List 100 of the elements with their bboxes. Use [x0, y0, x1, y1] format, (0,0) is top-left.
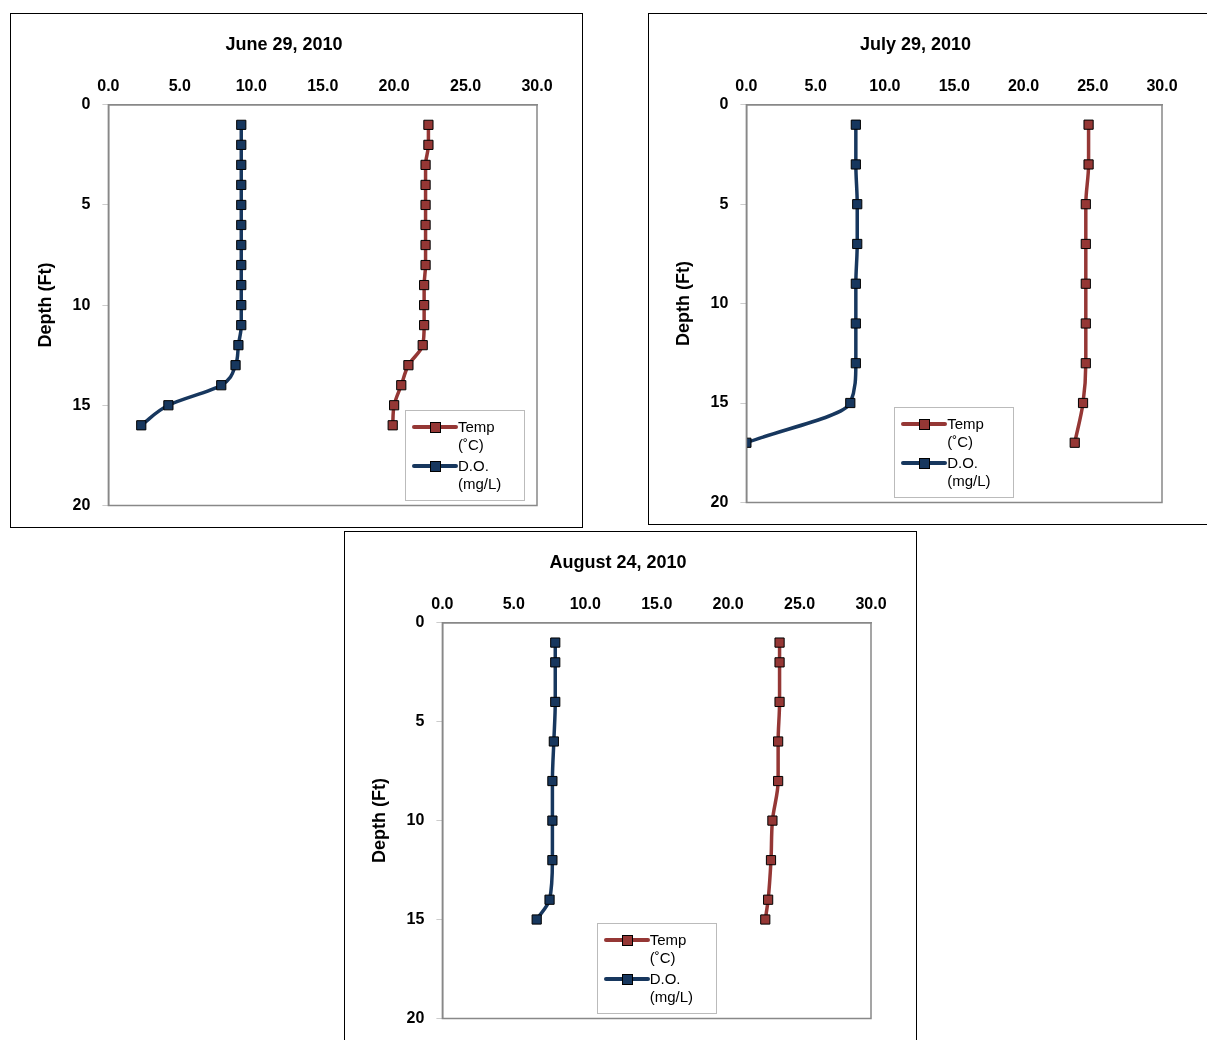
x-tick-label: 20.0 — [378, 76, 410, 94]
x-tick-label: 10.0 — [569, 594, 601, 612]
point — [423, 119, 434, 130]
point — [419, 300, 430, 311]
y-tick-label: 20 — [710, 492, 729, 510]
point — [417, 340, 428, 351]
point — [774, 657, 785, 668]
point — [387, 420, 398, 431]
point — [403, 360, 414, 371]
x-tick-label: 5.0 — [502, 594, 526, 612]
legend-label: D.O. (mg/L) — [458, 457, 503, 494]
point — [550, 696, 561, 708]
y-tick-label: 0 — [81, 95, 91, 113]
y-tick-label: 10 — [710, 294, 729, 312]
y-axis-title: Depth (Ft) — [368, 778, 389, 864]
x-tick-label: 30.0 — [1146, 76, 1178, 94]
point — [547, 815, 558, 826]
point — [236, 179, 247, 191]
legend-label: D.O. (mg/L) — [947, 454, 992, 491]
point — [852, 238, 863, 250]
x-tick-label: 5.0 — [168, 76, 192, 94]
legend-label: D.O. (mg/L) — [649, 970, 695, 1007]
x-tick-label: 0.0 — [431, 594, 454, 612]
point — [236, 279, 247, 291]
x-tick-label: 5.0 — [804, 76, 827, 94]
point — [774, 637, 785, 648]
point — [774, 696, 785, 708]
x-tick-label: 30.0 — [521, 76, 553, 94]
x-tick-label: 10.0 — [869, 76, 901, 94]
point — [845, 397, 856, 409]
point — [773, 775, 784, 787]
x-tick-label: 15.0 — [307, 76, 339, 94]
y-tick-label: 15 — [710, 393, 729, 411]
point — [773, 736, 784, 747]
point — [547, 855, 558, 866]
point — [163, 400, 174, 411]
y-tick-label: 0 — [415, 613, 425, 631]
y-axis-title: Depth (Ft) — [672, 261, 693, 347]
y-tick-label: 5 — [719, 194, 729, 212]
legend-label: Temp (˚C) — [649, 931, 688, 968]
point — [850, 318, 861, 329]
point — [420, 179, 431, 191]
legend-label: Temp (˚C) — [458, 418, 496, 455]
x-tick-label: 15.0 — [641, 594, 673, 612]
y-tick-label: 0 — [719, 95, 729, 113]
point — [216, 380, 227, 391]
point — [423, 139, 434, 150]
x-tick-label: 15.0 — [938, 76, 970, 94]
point — [544, 894, 555, 905]
point — [230, 360, 241, 371]
x-tick-label: 0.0 — [735, 76, 758, 94]
point — [850, 159, 861, 170]
point — [548, 736, 559, 747]
point — [236, 139, 247, 150]
y-tick-label: 20 — [406, 1008, 425, 1026]
point — [236, 300, 247, 311]
y-tick-label: 20 — [72, 495, 91, 513]
point — [550, 637, 561, 648]
point — [1083, 159, 1094, 170]
point — [420, 219, 431, 231]
point — [236, 320, 247, 331]
point — [850, 358, 861, 369]
point — [1080, 318, 1091, 329]
point — [233, 340, 244, 351]
chart-title: August 24, 2010 — [549, 551, 687, 572]
chart-title: July 29, 2010 — [859, 33, 972, 54]
y-tick-label: 10 — [72, 295, 91, 313]
point — [420, 159, 431, 170]
x-tick-label: 20.0 — [1007, 76, 1040, 94]
point — [531, 914, 542, 925]
x-tick-label: 10.0 — [235, 76, 267, 94]
y-tick-label: 15 — [406, 909, 425, 927]
point — [1080, 238, 1091, 250]
point — [419, 279, 430, 291]
point — [136, 420, 147, 431]
y-tick-label: 5 — [81, 195, 91, 213]
point — [236, 119, 247, 130]
point — [236, 239, 247, 251]
point — [850, 278, 861, 289]
y-tick-label: 15 — [72, 395, 91, 413]
point — [1080, 199, 1091, 210]
point — [765, 855, 777, 866]
y-tick-label: 10 — [406, 811, 425, 829]
x-tick-label: 25.0 — [784, 594, 816, 612]
point — [236, 219, 247, 231]
point — [396, 380, 407, 391]
point — [1080, 358, 1091, 369]
point — [236, 199, 247, 211]
legend-label: Temp (˚C) — [947, 415, 985, 452]
point — [767, 815, 778, 826]
point — [420, 199, 431, 211]
x-tick-label: 0.0 — [97, 76, 120, 94]
x-tick-label: 25.0 — [450, 76, 482, 94]
point — [389, 400, 400, 411]
y-axis-title: Depth (Ft) — [34, 262, 55, 348]
point — [1077, 397, 1089, 409]
chart-title: June 29, 2010 — [225, 33, 343, 54]
point — [236, 159, 247, 170]
point — [420, 259, 431, 271]
point — [420, 239, 431, 251]
